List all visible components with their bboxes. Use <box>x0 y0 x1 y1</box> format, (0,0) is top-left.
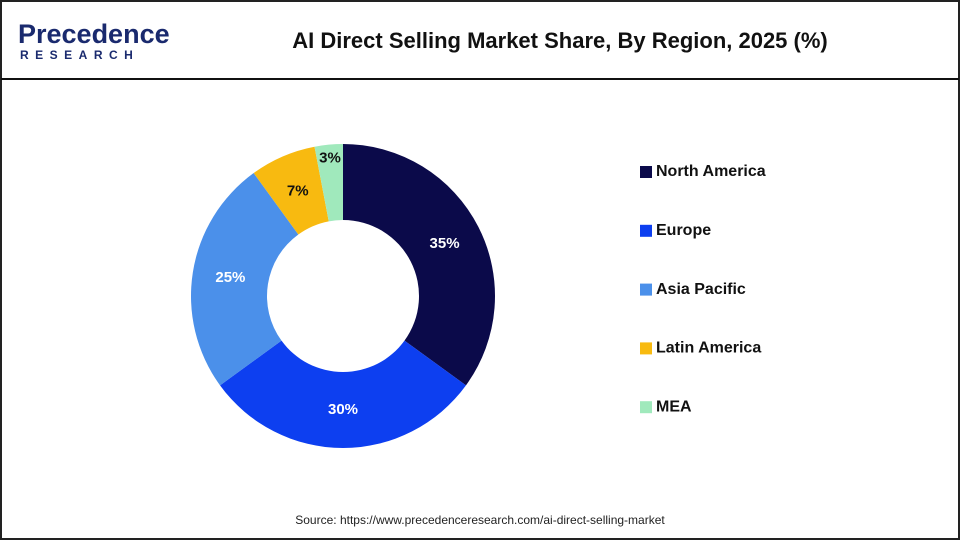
donut-slice <box>343 144 495 386</box>
legend-swatch <box>640 224 652 237</box>
legend-swatch <box>640 342 652 355</box>
chart-title: AI Direct Selling Market Share, By Regio… <box>292 28 828 53</box>
logo-tagline: RESEARCH <box>20 48 139 62</box>
value-label: 3% <box>319 150 341 167</box>
legend-label: North America <box>656 163 766 180</box>
legend-label: Latin America <box>656 340 761 357</box>
donut-slice <box>220 340 466 449</box>
value-label: 7% <box>287 182 309 199</box>
value-label: 30% <box>328 401 358 418</box>
legend-label: MEA <box>656 398 692 415</box>
donut-slice <box>253 146 329 235</box>
donut-slice <box>314 144 343 222</box>
logo-name: Precedence <box>18 19 170 49</box>
donut-slice <box>191 173 299 386</box>
legend-label: Europe <box>656 222 711 239</box>
value-label: 25% <box>215 269 245 286</box>
legend-label: Asia Pacific <box>656 281 746 298</box>
legend-swatch <box>640 283 652 296</box>
source: Source: https://www.precedenceresearch.c… <box>295 513 665 527</box>
legend-swatch <box>640 401 652 414</box>
legend-swatch <box>640 166 652 178</box>
value-label: 35% <box>430 235 460 252</box>
